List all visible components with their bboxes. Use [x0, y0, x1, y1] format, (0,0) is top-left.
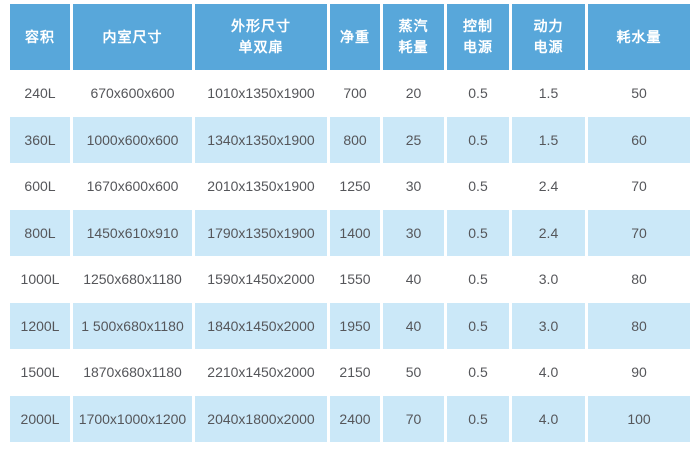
table-cell: 70 — [588, 209, 690, 256]
table-cell: 4.0 — [512, 395, 585, 442]
table-cell: 1700x1000x1200 — [73, 395, 192, 442]
table-cell: 2010x1350x1900 — [195, 163, 327, 210]
table-cell: 40 — [383, 302, 444, 349]
table-row: 1500L 1870x680x1180 2210x1450x2000 2150 50 0.… — [10, 349, 690, 396]
table-cell: 0.5 — [447, 302, 509, 349]
spec-table: 容积 内室尺寸 外形尺寸 单双扉 净重 蒸汽 耗量 控制 电源 动力 电源 耗水量 240L 670x6… — [10, 4, 690, 442]
table-cell: 40 — [383, 256, 444, 303]
table-cell: 1.5 — [512, 70, 585, 117]
table-cell: 1870x680x1180 — [73, 349, 192, 396]
table-cell: 100 — [588, 395, 690, 442]
table-cell: 0.5 — [447, 209, 509, 256]
table-cell: 70 — [588, 163, 690, 210]
table-cell: 800 — [330, 116, 380, 163]
header-cell-line: 电源 — [533, 39, 564, 55]
table-cell: 25 — [383, 116, 444, 163]
header-cell-line: 单双扉 — [238, 39, 284, 55]
table-body: 240L 670x600x600 1010x1350x1900 700 20 0.5 1.5… — [10, 70, 690, 442]
table-cell: 20 — [383, 70, 444, 117]
table-cell: 50 — [588, 70, 690, 117]
table-cell: 80 — [588, 302, 690, 349]
table-cell: 0.5 — [447, 163, 509, 210]
table-cell: 670x600x600 — [73, 70, 192, 117]
header-cell-line: 外形尺寸 — [231, 18, 291, 34]
header-cell-line: 耗水量 — [616, 28, 662, 45]
table-cell: 0.5 — [447, 349, 509, 396]
header-cell-line: 控制 — [463, 18, 493, 34]
header-cell-7: 耗水量 — [588, 4, 690, 70]
table-cell: 1000L — [10, 256, 70, 303]
table-cell: 2210x1450x2000 — [195, 349, 327, 396]
table-cell: 1340x1350x1900 — [195, 116, 327, 163]
table-cell: 1.5 — [512, 116, 585, 163]
table-cell: 2.4 — [512, 209, 585, 256]
table-cell: 70 — [383, 395, 444, 442]
table-row: 240L 670x600x600 1010x1350x1900 700 20 0.5 1.5… — [10, 70, 690, 117]
table-cell: 2150 — [330, 349, 380, 396]
table-cell: 1200L — [10, 302, 70, 349]
table-cell: 0.5 — [447, 70, 509, 117]
table-cell: 1590x1450x2000 — [195, 256, 327, 303]
table-cell: 0.5 — [447, 395, 509, 442]
table-cell: 1670x600x600 — [73, 163, 192, 210]
table-cell: 60 — [588, 116, 690, 163]
table-cell: 90 — [588, 349, 690, 396]
header-cell-6: 动力 电源 — [512, 4, 585, 70]
table-cell: 1010x1350x1900 — [195, 70, 327, 117]
table-cell: 1400 — [330, 209, 380, 256]
table-cell: 30 — [383, 209, 444, 256]
table-cell: 2040x1800x2000 — [195, 395, 327, 442]
header-cell-0: 容积 — [10, 4, 70, 70]
table-cell: 800L — [10, 209, 70, 256]
table-cell: 4.0 — [512, 349, 585, 396]
header-cell-4: 蒸汽 耗量 — [383, 4, 444, 70]
table-cell: 700 — [330, 70, 380, 117]
table-cell: 1250 — [330, 163, 380, 210]
header-cell-line: 耗量 — [398, 39, 429, 55]
table-row: 360L 1000x600x600 1340x1350x1900 800 25 0.5 1.… — [10, 116, 690, 163]
table-cell: 2.4 — [512, 163, 585, 210]
table-row: 1000L 1250x680x1180 1590x1450x2000 1550 40 0.… — [10, 256, 690, 303]
header-cell-line: 净重 — [340, 28, 370, 45]
header-cell-line: 电源 — [463, 39, 493, 55]
table-row: 2000L 1700x1000x1200 2040x1800x2000 2400 70 0… — [10, 395, 690, 442]
table-header-row: 容积 内室尺寸 外形尺寸 单双扉 净重 蒸汽 耗量 控制 电源 动力 电源 耗水量 — [10, 4, 690, 70]
header-cell-line: 动力 — [533, 18, 564, 34]
table-cell: 360L — [10, 116, 70, 163]
table-cell: 2400 — [330, 395, 380, 442]
table-cell: 50 — [383, 349, 444, 396]
table-cell: 1450x610x910 — [73, 209, 192, 256]
table-cell: 240L — [10, 70, 70, 117]
header-cell-line: 蒸汽 — [398, 18, 429, 34]
table-row: 1200L 1 500x680x1180 1840x1450x2000 1950 40 0… — [10, 302, 690, 349]
header-cell-line: 内室尺寸 — [102, 28, 163, 45]
table-cell: 600L — [10, 163, 70, 210]
table-cell: 1550 — [330, 256, 380, 303]
table-row: 800L 1450x610x910 1790x1350x1900 1400 30 0.5 2… — [10, 209, 690, 256]
header-cell-line: 容积 — [25, 28, 55, 45]
table-cell: 1 500x680x1180 — [73, 302, 192, 349]
header-cell-3: 净重 — [330, 4, 380, 70]
table-cell: 0.5 — [447, 256, 509, 303]
table-cell: 1000x600x600 — [73, 116, 192, 163]
table-cell: 80 — [588, 256, 690, 303]
table-cell: 0.5 — [447, 116, 509, 163]
table-cell: 1840x1450x2000 — [195, 302, 327, 349]
table-cell: 1500L — [10, 349, 70, 396]
table-row: 600L 1670x600x600 2010x1350x1900 1250 30 0.5 2… — [10, 163, 690, 210]
table-cell: 3.0 — [512, 302, 585, 349]
header-cell-1: 内室尺寸 — [73, 4, 192, 70]
table-cell: 1250x680x1180 — [73, 256, 192, 303]
table-cell: 3.0 — [512, 256, 585, 303]
header-cell-2: 外形尺寸 单双扉 — [195, 4, 327, 70]
table-cell: 2000L — [10, 395, 70, 442]
table-cell: 30 — [383, 163, 444, 210]
table-cell: 1950 — [330, 302, 380, 349]
table-cell: 1790x1350x1900 — [195, 209, 327, 256]
header-cell-5: 控制 电源 — [447, 4, 509, 70]
